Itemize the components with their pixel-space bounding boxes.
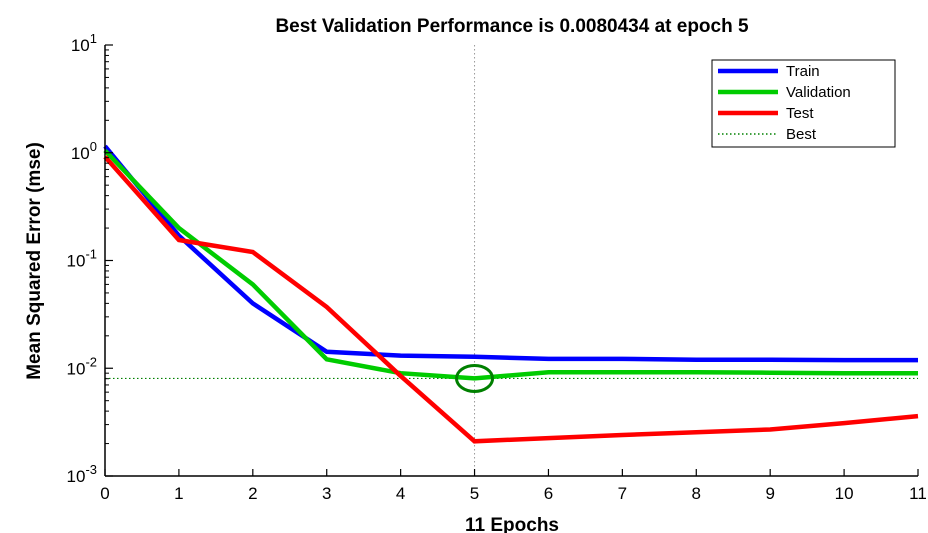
series-line-test bbox=[103, 155, 919, 444]
legend-label-test: Test bbox=[786, 105, 814, 122]
legend-label-best: Best bbox=[786, 126, 817, 143]
x-tick-label: 0 bbox=[100, 484, 109, 503]
x-tick-label: 5 bbox=[470, 484, 479, 503]
x-axis-label: 11 Epochs bbox=[465, 515, 559, 533]
x-tick-label: 7 bbox=[618, 484, 627, 503]
series-line-train bbox=[103, 144, 918, 363]
series-lines bbox=[103, 144, 919, 444]
x-tick-label: 4 bbox=[396, 484, 405, 503]
y-tick-label: 10-1 bbox=[67, 247, 97, 271]
legend-box bbox=[711, 59, 896, 148]
axis-ticks bbox=[104, 44, 919, 477]
legend-label-validation: Validation bbox=[786, 84, 851, 101]
best-circle-group bbox=[455, 363, 495, 393]
x-tick-label: 1 bbox=[174, 484, 183, 503]
x-tick-label: 8 bbox=[692, 484, 701, 503]
x-tick-label: 10 bbox=[835, 484, 854, 503]
y-tick-label: 100 bbox=[71, 139, 97, 163]
y-axis-label: Mean Squared Error (mse) bbox=[24, 142, 45, 380]
x-tick-label: 2 bbox=[248, 484, 257, 503]
best-point-circle bbox=[455, 363, 495, 393]
y-tick-label: 10-3 bbox=[67, 462, 97, 486]
legend: Train Validation Test Best bbox=[711, 59, 896, 148]
x-tick-label: 3 bbox=[322, 484, 331, 503]
tick-labels: 0 1 2 3 4 5 6 7 8 9 10 11 10-3 10-2 10-1 100 101 bbox=[67, 31, 927, 503]
chart-title: Best Validation Performance is 0.0080434… bbox=[275, 16, 749, 37]
series-line-validation bbox=[103, 148, 918, 381]
x-tick-label: 11 bbox=[909, 484, 927, 503]
legend-label-train: Train bbox=[786, 63, 820, 80]
x-tick-label: 9 bbox=[765, 484, 774, 503]
y-tick-label: 101 bbox=[71, 31, 97, 55]
y-tick-label: 10-2 bbox=[67, 354, 97, 378]
x-tick-label: 6 bbox=[544, 484, 553, 503]
best-markers bbox=[105, 45, 918, 476]
